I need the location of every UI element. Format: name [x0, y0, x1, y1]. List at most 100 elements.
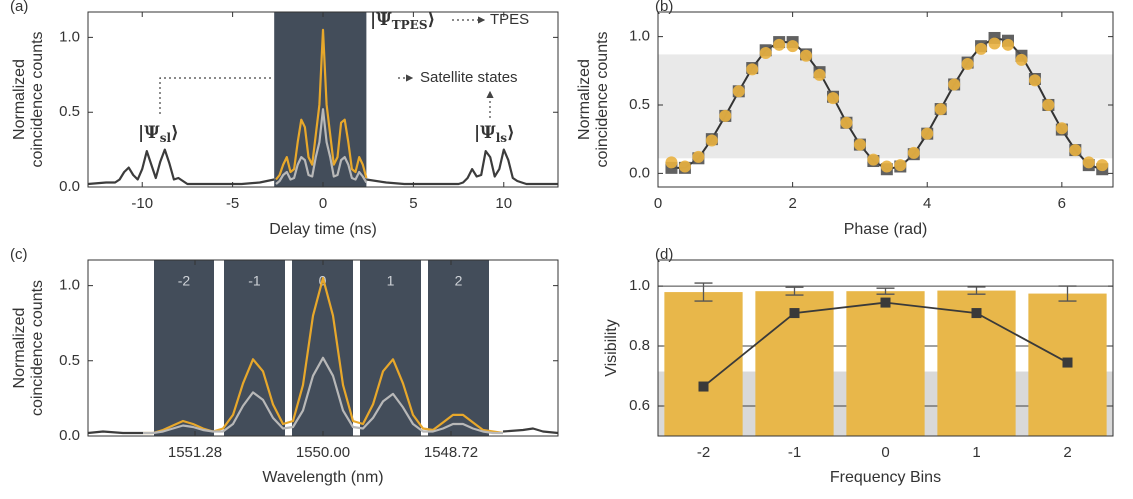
circle-point: [975, 42, 988, 55]
bar-error: [967, 286, 986, 295]
y-tick-label: 0.6: [629, 397, 650, 414]
circle-point: [921, 127, 934, 140]
x-tick-label: 2: [1063, 444, 1071, 461]
y-tick-label: 0.5: [59, 352, 80, 369]
circle-point: [867, 153, 880, 166]
x-tick-label: -1: [788, 444, 801, 461]
x-axis-label: Phase (rad): [844, 221, 928, 238]
annotation-text: TPES: [490, 11, 529, 28]
data-line: [87, 430, 143, 435]
circle-point: [1042, 98, 1055, 111]
panel-label: (c): [10, 246, 28, 263]
x-axis-label: Wavelength (nm): [262, 469, 383, 486]
circle-point: [665, 156, 678, 169]
y-axis-label: Visibility: [603, 319, 620, 377]
x-tick-label: 10: [495, 195, 512, 212]
annotation-end: ⟩: [427, 10, 435, 30]
circle-point: [1055, 122, 1068, 135]
annotation: |Ψsl⟩: [138, 123, 179, 145]
y-axis-label: Normalized: [11, 308, 28, 389]
x-axis-label: Delay time (ns): [269, 221, 377, 238]
annotation-end: ⟩: [507, 123, 515, 143]
pointer: [159, 77, 272, 114]
y-tick-label: 0.5: [629, 96, 650, 113]
circle-point: [1002, 38, 1014, 51]
y-axis-label: coincidence counts: [594, 31, 611, 167]
x-tick-label: -2: [697, 444, 710, 461]
x-axis-label: Frequency Bins: [830, 469, 941, 486]
circle-point: [705, 134, 718, 147]
x-tick-label: 4: [923, 195, 931, 212]
panel-label: (a): [10, 0, 28, 15]
panel-label: (d): [655, 246, 673, 263]
annotation: TPES: [490, 11, 529, 28]
point: [1062, 357, 1073, 368]
point: [789, 308, 800, 319]
circle-point: [853, 138, 866, 151]
y-tick-label: 0.0: [59, 178, 80, 195]
shade-label: -1: [248, 273, 261, 289]
point: [971, 308, 982, 319]
bar-error: [694, 282, 713, 302]
circle-point: [961, 57, 974, 70]
bar-error: [785, 286, 804, 296]
circle-point: [786, 40, 799, 53]
y-tick-label: 0.0: [629, 164, 650, 181]
data-line: [143, 356, 503, 435]
y-tick-label: 0.0: [59, 427, 80, 444]
x-tick-label: 5: [409, 195, 417, 212]
circle-point: [678, 160, 691, 173]
circle-point: [746, 63, 759, 76]
x-tick-label: 1548.72: [424, 444, 478, 461]
y-axis-label: Normalized: [576, 59, 593, 140]
annotation-text: |Ψ: [370, 10, 392, 30]
circle-point: [692, 150, 705, 163]
x-tick-label: -10: [131, 195, 153, 212]
plot-frame: [657, 11, 1114, 188]
shade-label: -2: [178, 273, 191, 289]
circle-point: [934, 103, 947, 116]
circle-point: [1015, 53, 1028, 66]
circle-point: [759, 47, 772, 60]
circle-point: [800, 49, 813, 62]
panel-label: (b): [655, 0, 673, 15]
circle-point: [948, 78, 961, 91]
annotation: Satellite states: [420, 69, 518, 86]
data-line: [366, 148, 558, 186]
plot-frame: [657, 259, 1114, 437]
x-tick-label: 2: [788, 195, 796, 212]
data-line: [143, 277, 504, 435]
annotation: |Ψls⟩: [474, 123, 515, 145]
annotation-sub: TPES: [392, 18, 428, 32]
circle-point: [988, 37, 1001, 50]
y-tick-label: 0.5: [59, 103, 80, 120]
annotation-sub: sl: [160, 131, 172, 145]
x-tick-label: 1551.28: [168, 444, 222, 461]
shade-label: 1: [387, 273, 395, 289]
annotation-text: Satellite states: [420, 69, 518, 86]
annotation-text: |Ψ: [474, 123, 496, 143]
circle-point: [719, 109, 732, 122]
shade: [154, 260, 214, 436]
y-tick-label: 1.0: [59, 277, 80, 294]
x-tick-label: 0: [654, 195, 662, 212]
y-axis-label: coincidence counts: [29, 280, 46, 416]
circle-point: [1082, 156, 1095, 169]
data-line: [275, 108, 368, 185]
x-tick-label: 1550.00: [296, 444, 350, 461]
bar-error: [876, 287, 895, 295]
y-tick-label: 1.0: [629, 277, 650, 294]
x-tick-label: -5: [226, 195, 239, 212]
shade-label: 2: [455, 273, 463, 289]
shade: [428, 260, 489, 436]
circle-point: [1096, 159, 1109, 172]
circle-point: [1028, 74, 1041, 87]
band: [658, 54, 1113, 159]
y-tick-label: 1.0: [59, 28, 80, 45]
point: [880, 297, 891, 308]
y-axis-label: Normalized: [11, 59, 28, 140]
circle-point: [840, 116, 853, 129]
point: [698, 381, 709, 392]
bar: [664, 292, 743, 436]
y-axis-label: coincidence counts: [29, 31, 46, 167]
